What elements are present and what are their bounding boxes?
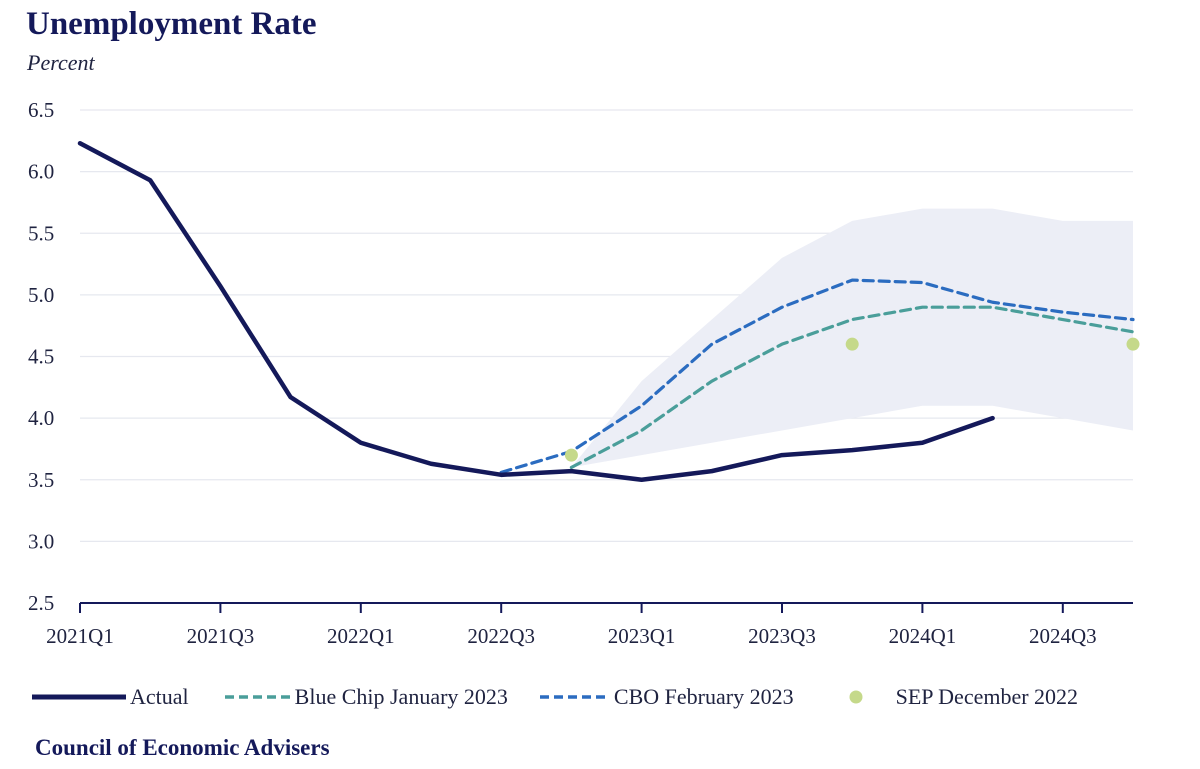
y-tick-label: 6.0 [28,160,54,184]
y-tick-label: 5.0 [28,283,54,307]
legend-swatch-cbo [539,695,610,699]
x-tick-label: 2023Q1 [608,624,676,648]
x-tick-label: 2021Q3 [187,624,255,648]
sep-point [1126,337,1140,351]
chart-title: Unemployment Rate [26,6,317,42]
series-actual-line [77,141,995,482]
legend-item-cbo: CBO February 2023 [538,684,794,710]
legend-label-blue-chip: Blue Chip January 2023 [294,684,508,709]
legend-label-sep: SEP December 2022 [895,684,1079,709]
sep-point [845,337,859,351]
legend-label-cbo: CBO February 2023 [613,684,794,709]
y-tick-label: 3.0 [28,529,54,553]
x-tick-label: 2024Q3 [1029,624,1097,648]
unemployment-line-chart: 2.5 3.0 3.5 4.0 4.5 5.0 5.5 6.0 6.5 2021Q1 2021Q3 2… [28,98,1140,648]
y-tick-label: 2.5 [28,591,54,615]
legend-swatch-actual [32,694,126,700]
legend-item-sep: SEP December 2022 [846,684,1078,710]
source-credit: Council of Economic Advisers [35,735,330,760]
legend-swatch-sep [849,690,863,704]
x-tick-label: 2022Q1 [327,624,395,648]
x-tick-label: 2023Q3 [748,624,816,648]
x-tick-label: 2021Q1 [46,624,114,648]
chart-subtitle: Percent [27,50,95,75]
legend-label-actual: Actual [130,684,189,709]
y-tick-label: 6.5 [28,98,54,122]
y-tick-label: 5.5 [28,221,54,245]
y-tick-label: 4.5 [28,345,54,369]
legend-swatch-blue-chip [224,695,291,699]
legend-item-blue-chip: Blue Chip January 2023 [223,684,508,710]
x-tick-label: 2022Q3 [467,624,535,648]
y-tick-label: 3.5 [28,468,54,492]
series-blue-chip-line [569,305,1135,470]
legend-item-actual: Actual [30,684,189,710]
series-cbo-line [499,278,1135,474]
y-tick-label: 4.0 [28,406,54,430]
x-tick-label: 2024Q1 [889,624,957,648]
sep-point [564,448,578,462]
legend: Actual Blue Chip January 2023 CBO Februa… [30,680,1078,714]
